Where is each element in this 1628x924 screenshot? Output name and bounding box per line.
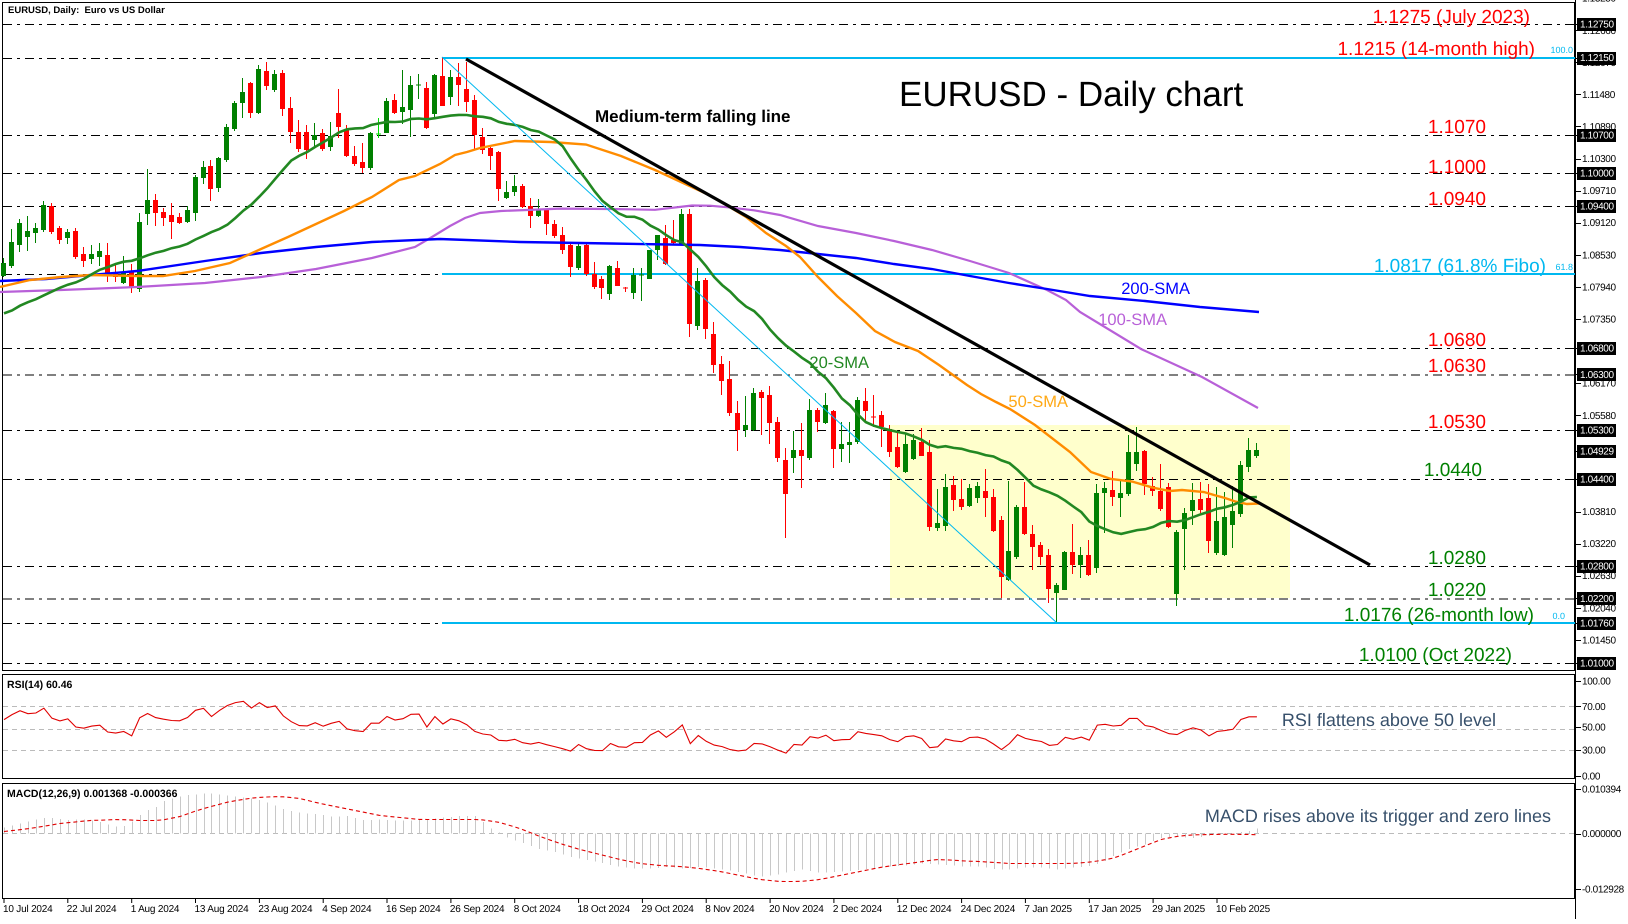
svg-text:1.06170: 1.06170 — [1582, 379, 1616, 390]
svg-text:1.1215 (14-month high): 1.1215 (14-month high) — [1337, 39, 1535, 60]
svg-text:29 Oct 2024: 29 Oct 2024 — [641, 904, 694, 915]
svg-text:1.0100 (Oct 2022): 1.0100 (Oct 2022) — [1359, 645, 1512, 666]
svg-text:24 Dec 2024: 24 Dec 2024 — [961, 904, 1016, 915]
svg-text:1.09120: 1.09120 — [1582, 218, 1616, 229]
svg-text:1.0280: 1.0280 — [1428, 548, 1486, 569]
svg-text:50.00: 50.00 — [1582, 723, 1606, 734]
svg-text:EURUSD - Daily chart: EURUSD - Daily chart — [899, 75, 1243, 114]
svg-text:1.05580: 1.05580 — [1582, 411, 1616, 422]
svg-text:MACD(12,26,9) 0.001368 -0.0003: MACD(12,26,9) 0.001368 -0.000366 — [7, 788, 178, 800]
svg-text:1.01760: 1.01760 — [1580, 619, 1614, 630]
svg-text:22 Jul 2024: 22 Jul 2024 — [67, 904, 117, 915]
svg-text:1.02630: 1.02630 — [1582, 571, 1616, 582]
svg-text:1.0220: 1.0220 — [1428, 580, 1486, 601]
svg-text:10 Feb 2025: 10 Feb 2025 — [1216, 904, 1271, 915]
svg-text:1.04400: 1.04400 — [1580, 475, 1614, 486]
svg-text:70.00: 70.00 — [1582, 702, 1606, 713]
svg-text:20-SMA: 20-SMA — [809, 354, 869, 372]
svg-text:1.0940: 1.0940 — [1428, 189, 1486, 210]
svg-text:1.03810: 1.03810 — [1582, 507, 1616, 518]
svg-text:1.07350: 1.07350 — [1582, 315, 1616, 326]
svg-text:RSI flattens above 50 level: RSI flattens above 50 level — [1282, 710, 1496, 730]
svg-text:1.01450: 1.01450 — [1582, 635, 1616, 646]
svg-text:0.0: 0.0 — [1552, 611, 1565, 621]
svg-text:1.01000: 1.01000 — [1580, 659, 1614, 670]
svg-text:1.12660: 1.12660 — [1582, 26, 1616, 37]
svg-text:100-SMA: 100-SMA — [1098, 311, 1167, 329]
svg-text:7 Jan 2025: 7 Jan 2025 — [1024, 904, 1072, 915]
svg-text:1.0680: 1.0680 — [1428, 330, 1486, 351]
svg-text:1.0530: 1.0530 — [1428, 412, 1486, 433]
svg-text:1.11480: 1.11480 — [1582, 90, 1616, 101]
svg-text:1.09710: 1.09710 — [1582, 186, 1616, 197]
svg-text:8 Oct 2024: 8 Oct 2024 — [514, 904, 562, 915]
svg-text:1.12150: 1.12150 — [1580, 53, 1614, 64]
svg-text:26 Sep 2024: 26 Sep 2024 — [450, 904, 505, 915]
svg-text:1.05300: 1.05300 — [1580, 426, 1614, 437]
svg-text:100.00: 100.00 — [1582, 677, 1611, 688]
svg-text:8 Nov 2024: 8 Nov 2024 — [705, 904, 755, 915]
svg-text:1 Aug 2024: 1 Aug 2024 — [131, 904, 180, 915]
svg-text:1.1070: 1.1070 — [1428, 117, 1486, 138]
svg-text:100.0: 100.0 — [1550, 45, 1573, 55]
svg-text:1.0440: 1.0440 — [1424, 460, 1482, 481]
svg-text:16 Sep 2024: 16 Sep 2024 — [386, 904, 441, 915]
svg-text:MACD rises above its trigger a: MACD rises above its trigger and zero li… — [1205, 806, 1551, 826]
svg-text:1.04929: 1.04929 — [1580, 446, 1614, 457]
svg-text:1.0176 (26-month low): 1.0176 (26-month low) — [1344, 605, 1534, 626]
svg-text:1.1275 (July 2023): 1.1275 (July 2023) — [1373, 7, 1530, 28]
svg-text:1.0630: 1.0630 — [1428, 356, 1486, 377]
svg-text:200-SMA: 200-SMA — [1121, 280, 1190, 298]
svg-text:1.02040: 1.02040 — [1582, 603, 1616, 614]
svg-text:1.07940: 1.07940 — [1582, 282, 1616, 293]
svg-text:1.1000: 1.1000 — [1428, 157, 1486, 178]
svg-text:1.09400: 1.09400 — [1580, 202, 1614, 213]
svg-text:61.8: 61.8 — [1555, 262, 1573, 272]
svg-text:1.06800: 1.06800 — [1580, 344, 1614, 355]
svg-text:1.03220: 1.03220 — [1582, 539, 1616, 550]
svg-text:0.010394: 0.010394 — [1582, 785, 1622, 796]
svg-text:29 Jan 2025: 29 Jan 2025 — [1152, 904, 1205, 915]
svg-text:10 Jul 2024: 10 Jul 2024 — [3, 904, 53, 915]
svg-text:0.000000: 0.000000 — [1582, 829, 1622, 840]
svg-text:RSI(14) 60.46: RSI(14) 60.46 — [7, 679, 73, 691]
svg-text:1.0817 (61.8% Fibo): 1.0817 (61.8% Fibo) — [1374, 256, 1546, 277]
svg-text:1.12750: 1.12750 — [1580, 20, 1614, 31]
svg-text:-0.012928: -0.012928 — [1582, 885, 1625, 896]
svg-text:1.06300: 1.06300 — [1580, 370, 1614, 381]
svg-text:EURUSD, Daily: Euro vs US Dol: EURUSD, Daily: Euro vs US Dollar — [8, 5, 165, 16]
svg-text:4 Sep 2024: 4 Sep 2024 — [322, 904, 372, 915]
svg-text:13 Aug 2024: 13 Aug 2024 — [195, 904, 250, 915]
svg-text:1.13250: 1.13250 — [1582, 0, 1616, 5]
svg-text:23 Aug 2024: 23 Aug 2024 — [258, 904, 313, 915]
svg-text:1.10890: 1.10890 — [1582, 122, 1616, 133]
svg-text:30.00: 30.00 — [1582, 746, 1606, 757]
svg-text:2 Dec 2024: 2 Dec 2024 — [833, 904, 883, 915]
svg-text:1.10300: 1.10300 — [1582, 154, 1616, 165]
svg-text:1.02800: 1.02800 — [1580, 562, 1614, 573]
svg-text:12 Dec 2024: 12 Dec 2024 — [897, 904, 952, 915]
svg-text:1.10700: 1.10700 — [1580, 131, 1614, 142]
svg-text:17 Jan 2025: 17 Jan 2025 — [1088, 904, 1141, 915]
svg-text:1.02200: 1.02200 — [1580, 594, 1614, 605]
svg-text:Medium-term falling line: Medium-term falling line — [595, 107, 791, 126]
svg-text:0.00: 0.00 — [1582, 772, 1601, 783]
svg-text:18 Oct 2024: 18 Oct 2024 — [578, 904, 631, 915]
svg-text:1.08530: 1.08530 — [1582, 250, 1616, 261]
svg-text:50-SMA: 50-SMA — [1008, 393, 1068, 411]
svg-text:20 Nov 2024: 20 Nov 2024 — [769, 904, 824, 915]
svg-text:1.10000: 1.10000 — [1580, 169, 1614, 180]
